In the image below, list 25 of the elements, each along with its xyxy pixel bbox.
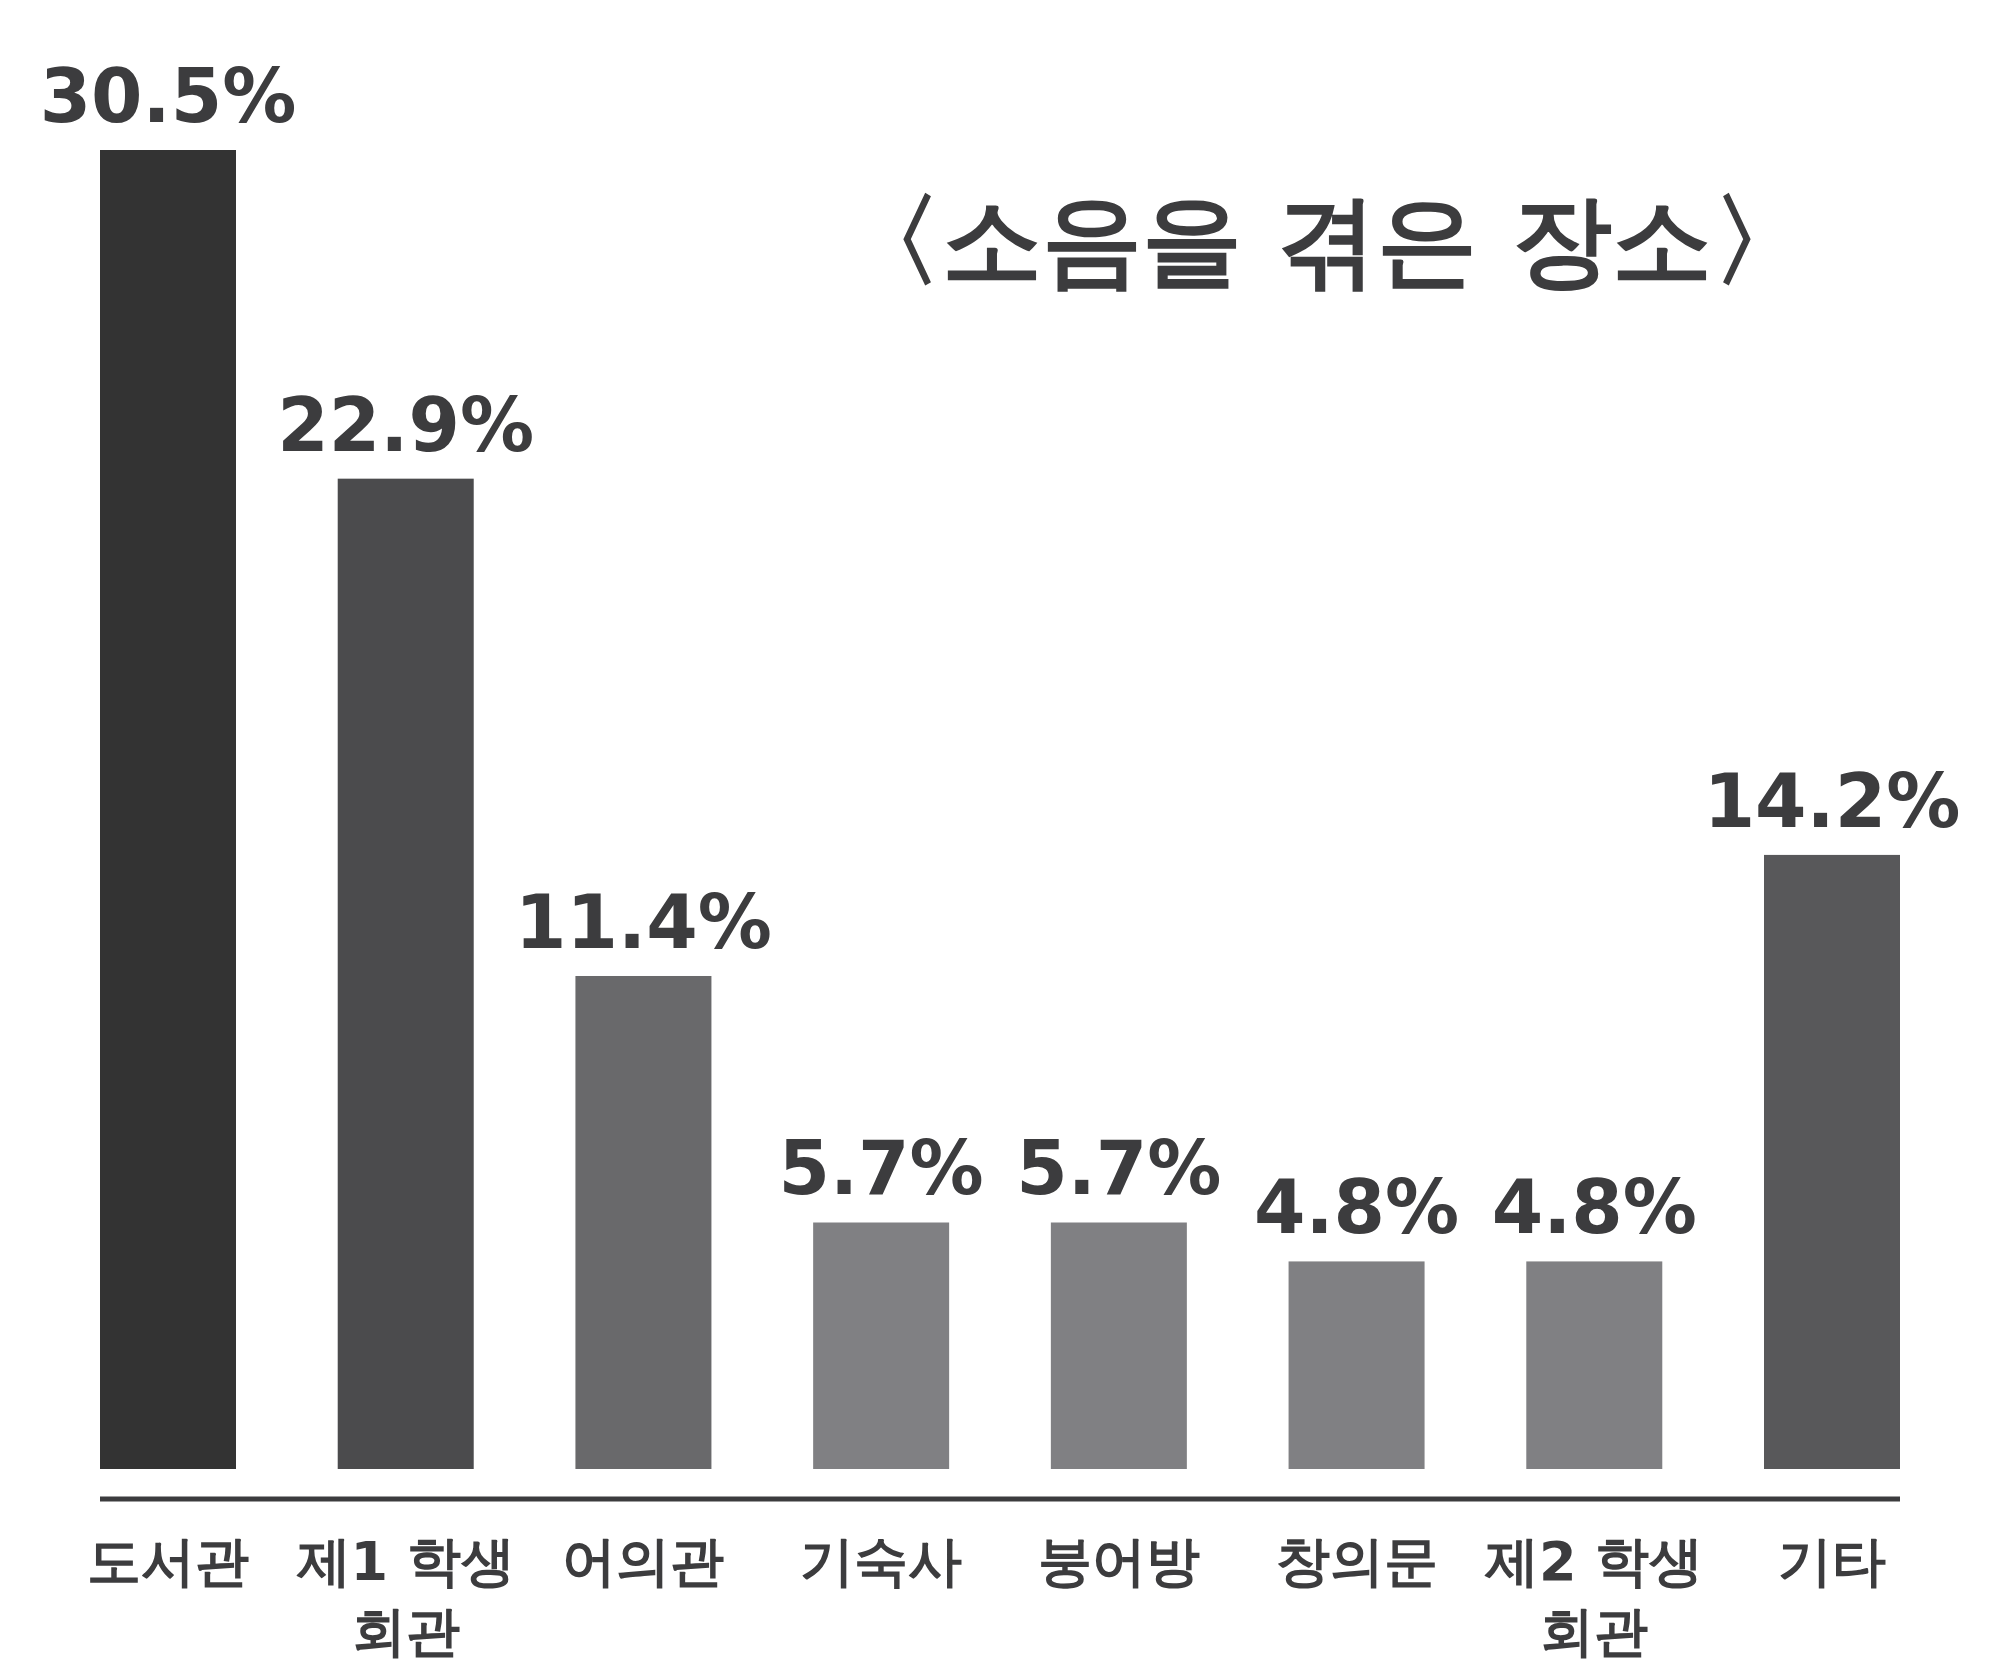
bar xyxy=(575,976,712,1469)
x-tick-label: 기숙사 xyxy=(800,1530,963,1593)
bar xyxy=(1050,1222,1187,1469)
bar xyxy=(813,1222,950,1469)
x-tick-label: 제1 학생 회관 xyxy=(295,1530,515,1663)
data-label: 4.8% xyxy=(1491,1164,1697,1251)
data-label: 5.7% xyxy=(778,1125,984,1212)
bar xyxy=(1526,1261,1663,1469)
bar xyxy=(100,150,236,1469)
x-tick-label: 붕어방 xyxy=(1037,1530,1200,1593)
x-tick-label: 도서관 xyxy=(87,1530,249,1593)
data-label: 11.4% xyxy=(515,879,772,965)
bar xyxy=(337,478,474,1469)
data-label: 4.8% xyxy=(1253,1164,1460,1251)
data-label: 22.9% xyxy=(277,381,535,468)
chart-title: 〈소음을 겪은 장소〉 xyxy=(842,182,1812,299)
x-tick-label: 창의문 xyxy=(1275,1530,1438,1593)
bar xyxy=(1288,1261,1425,1469)
bar xyxy=(1764,854,1900,1469)
x-tick-label: 기타 xyxy=(1778,1530,1886,1593)
data-label: 30.5% xyxy=(39,53,297,139)
x-tick-label: 어의관 xyxy=(562,1530,725,1593)
data-label: 5.7% xyxy=(1016,1125,1222,1212)
x-tick-label: 제2 학생 회관 xyxy=(1484,1530,1704,1663)
data-label: 14.2% xyxy=(1703,757,1961,844)
